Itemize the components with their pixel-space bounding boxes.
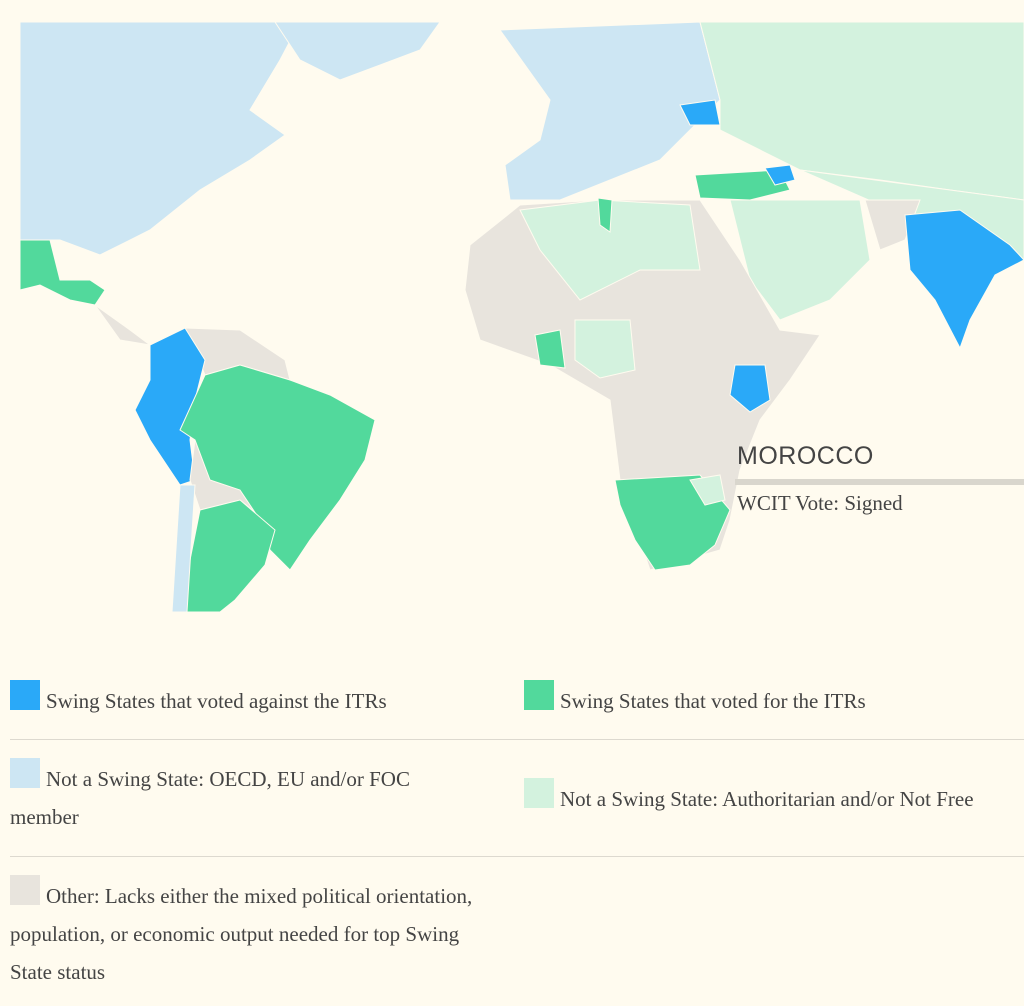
region [19,239,106,306]
tooltip-bar [735,479,1024,485]
legend-swatch [10,875,40,905]
legend-swatch [524,778,554,808]
legend-item: Not a Swing State: Authoritarian and/or … [524,778,974,818]
region [694,169,791,201]
legend-label: Swing States that voted for the ITRs [560,689,866,713]
legend-item: Not a Swing State: OECD, EU and/or FOC m… [10,758,480,836]
legend-item: Swing States that voted for the ITRs [524,680,866,720]
legend-label: Not a Swing State: Authoritarian and/or … [560,787,974,811]
region [19,21,301,256]
separator [10,856,1024,857]
region [534,329,566,369]
legend-swatch [524,680,554,710]
legend-item: Swing States that voted against the ITRs [10,680,500,720]
legend-swatch [10,680,40,710]
region [689,474,726,506]
region [597,197,613,233]
region [574,319,636,379]
tooltip-title: MOROCCO [737,442,874,470]
region [864,199,921,251]
tooltip-text: WCIT Vote: Signed [737,491,903,515]
legend-label: Other: Lacks either the mixed political … [10,884,473,984]
region [679,99,721,126]
region [729,364,771,413]
region [904,209,1024,350]
region [764,164,796,186]
legend-label: Not a Swing State: OECD, EU and/or FOC m… [10,767,410,829]
legend-label: Swing States that voted against the ITRs [46,689,387,713]
region [274,21,441,81]
region [179,364,376,571]
region [171,484,196,613]
separator [10,739,1024,740]
region [519,199,701,301]
legend-swatch [10,758,40,788]
legend-item: Other: Lacks either the mixed political … [10,875,500,991]
region [94,304,151,346]
world-map [19,21,1024,613]
